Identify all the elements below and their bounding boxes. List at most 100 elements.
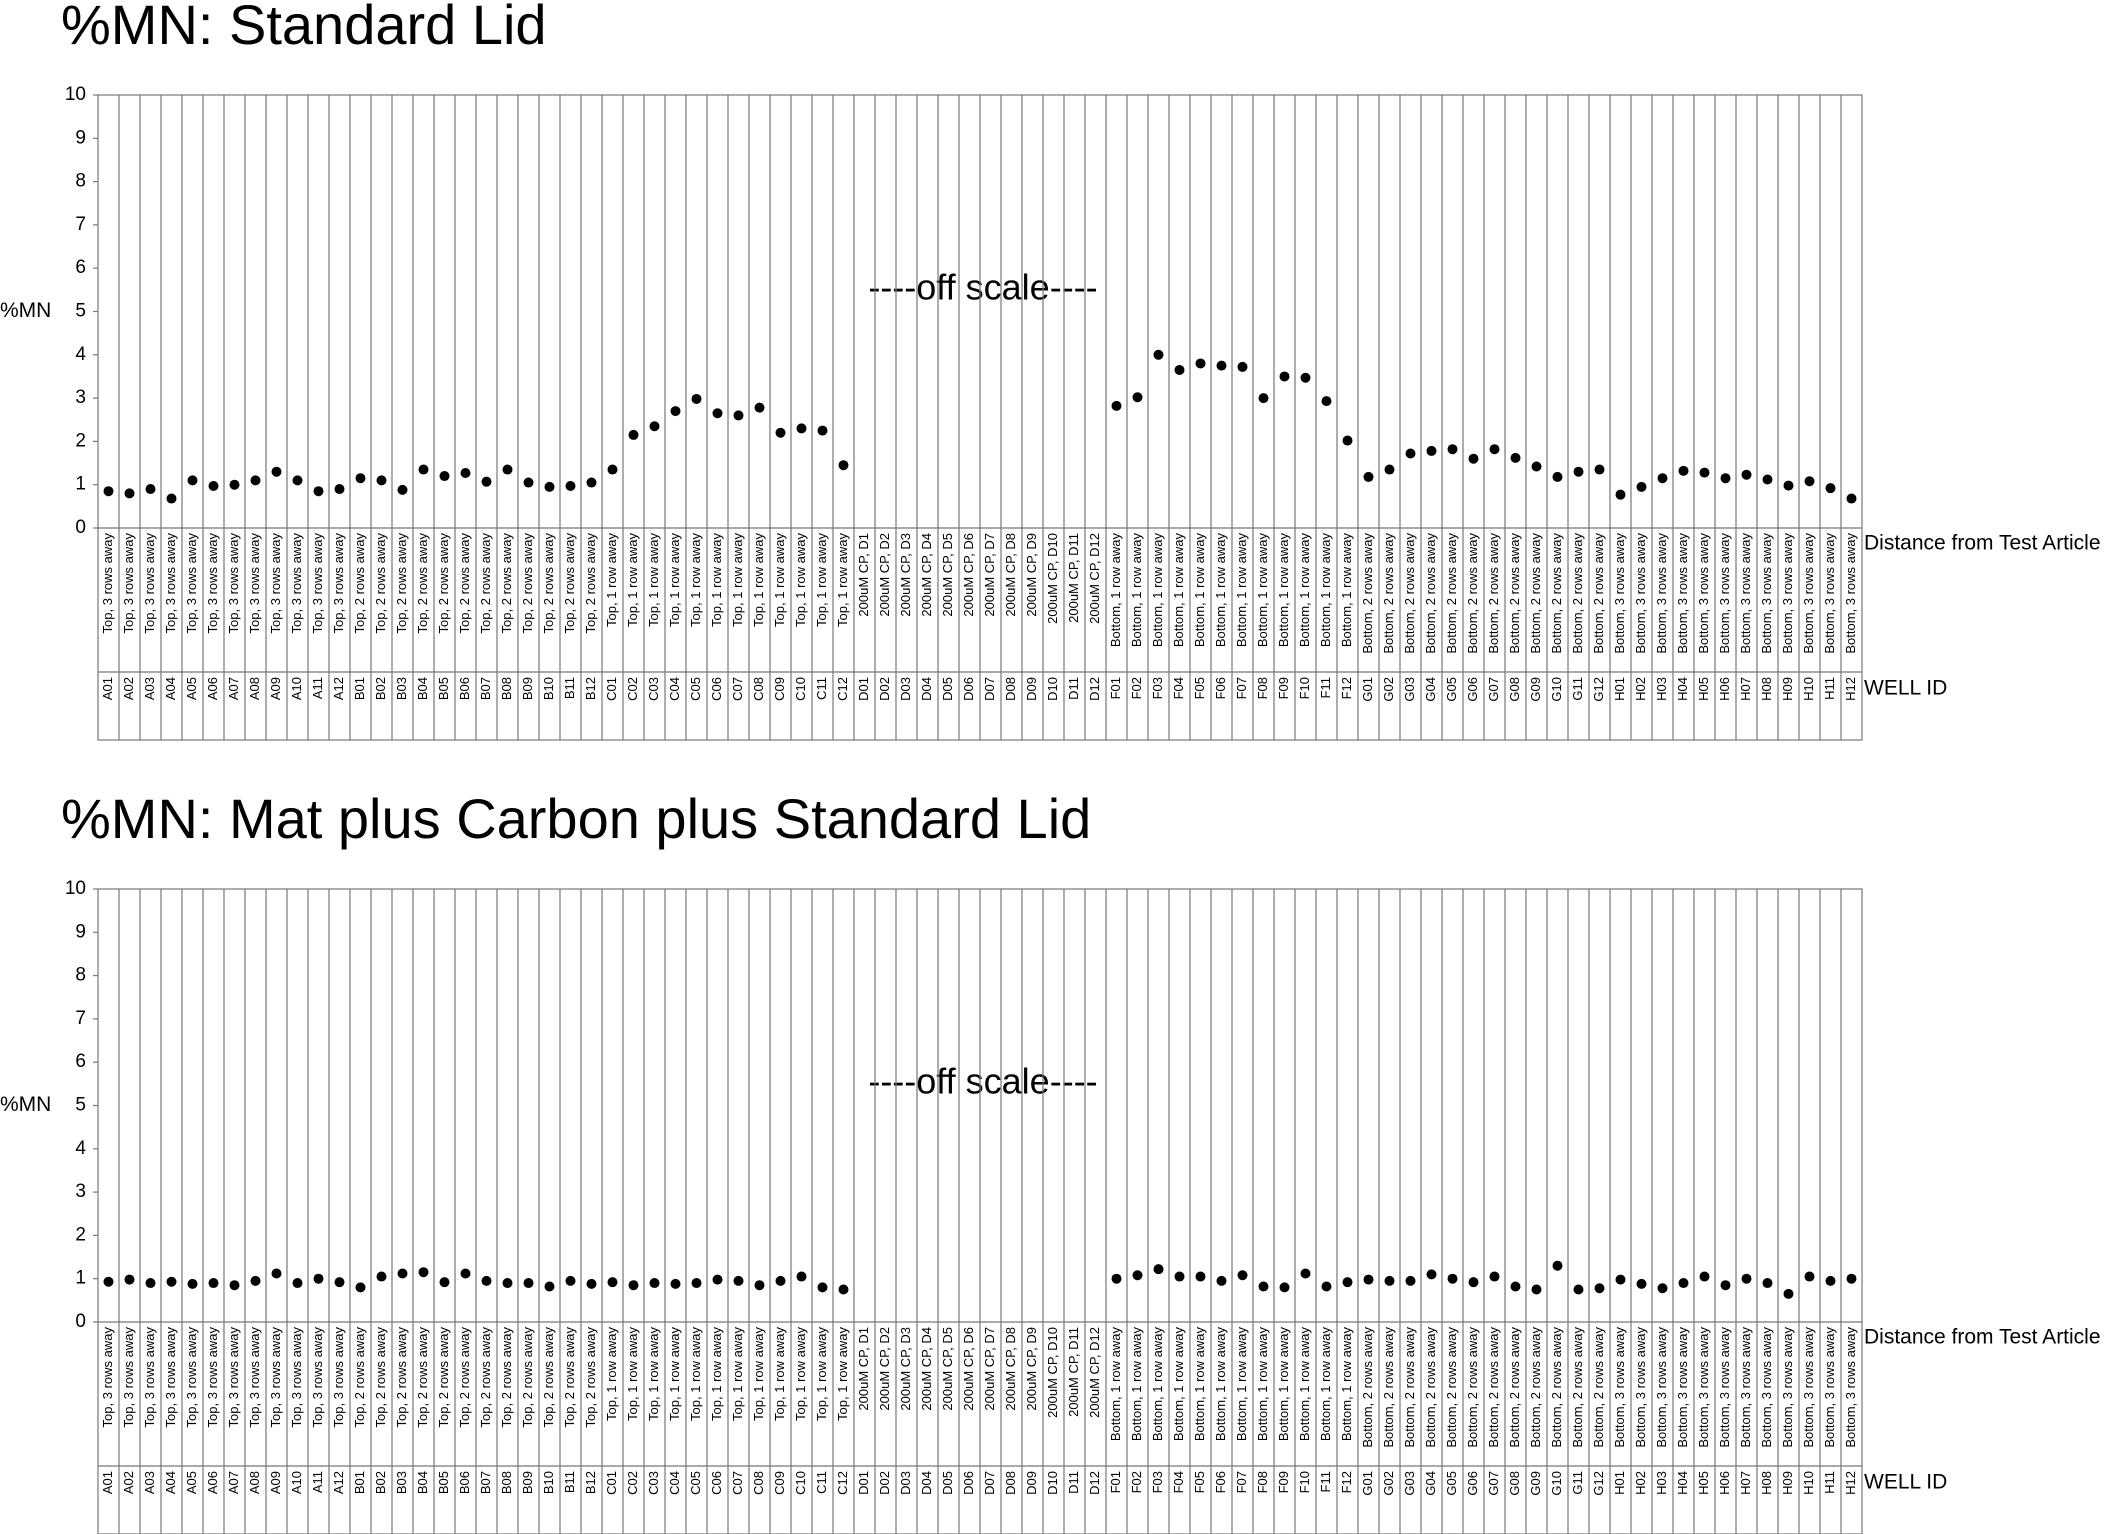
distance-label: Top, 2 rows away: [583, 1327, 598, 1428]
data-point: [1153, 1264, 1164, 1275]
distance-label: Top, 1 row away: [625, 1327, 640, 1421]
x-tick-label: H01: [1612, 677, 1627, 701]
data-point: [1552, 471, 1563, 482]
distance-label: Top, 2 rows away: [373, 1327, 388, 1428]
x-tick-label: B06: [457, 677, 472, 700]
x-tick-label: B11: [562, 677, 577, 699]
distance-label: Top, 3 rows away: [226, 1327, 241, 1428]
x-tick-label: D02: [877, 677, 892, 701]
x-tick-label: D10: [1045, 1471, 1060, 1495]
data-point: [1363, 1274, 1374, 1285]
y-tick-label: 0: [75, 517, 86, 538]
data-point: [1825, 483, 1836, 494]
data-point: [628, 1280, 639, 1291]
x-tick-label: C04: [667, 1471, 682, 1495]
x-tick-label: F10: [1297, 1471, 1312, 1493]
distance-label: Bottom, 1 row away: [1255, 1327, 1270, 1442]
x-tick-label: G01: [1360, 1471, 1375, 1496]
distance-label: Bottom, 1 row away: [1129, 533, 1144, 648]
data-point: [1426, 445, 1437, 456]
distance-label: 200uM CP, D4: [919, 1327, 934, 1411]
x-tick-label: C03: [646, 677, 661, 701]
x-tick-label: B05: [436, 677, 451, 700]
data-point: [124, 488, 135, 499]
x-tick-label: A07: [226, 1471, 241, 1494]
data-point: [292, 475, 303, 486]
data-point: [1531, 461, 1542, 472]
distance-label: Top, 3 rows away: [289, 1327, 304, 1428]
x-tick-label: F09: [1276, 1471, 1291, 1493]
distance-label: Top, 2 rows away: [457, 533, 472, 634]
distance-label: Bottom, 2 rows away: [1402, 1327, 1417, 1448]
x-tick-label: F06: [1213, 1471, 1228, 1493]
data-point: [733, 1275, 744, 1286]
data-point: [187, 475, 198, 486]
distance-label: 200uM CP, D11: [1066, 1327, 1081, 1417]
distance-label: Top, 2 rows away: [478, 533, 493, 634]
x-tick-label: A11: [310, 1471, 325, 1493]
distance-label: Bottom, 2 rows away: [1549, 533, 1564, 654]
data-point: [544, 1281, 555, 1292]
y-tick-label: 0: [75, 1311, 86, 1332]
x-tick-label: A04: [163, 1471, 178, 1494]
x-tick-label: D08: [1003, 677, 1018, 701]
x-tick-label: H09: [1780, 677, 1795, 701]
x-tick-label: H05: [1696, 677, 1711, 701]
x-tick-label: D09: [1024, 677, 1039, 701]
data-point: [250, 475, 261, 486]
distance-label: 200uM CP, D9: [1024, 533, 1039, 617]
data-point: [397, 1268, 408, 1279]
data-point: [1510, 1281, 1521, 1292]
x-tick-label: B10: [541, 677, 556, 700]
distance-label: Top, 3 rows away: [184, 533, 199, 634]
data-point: [838, 1284, 849, 1295]
data-point: [1237, 361, 1248, 372]
x-tick-label: G03: [1402, 1471, 1417, 1496]
data-point: [166, 493, 177, 504]
x-tick-label: G11: [1570, 677, 1585, 701]
data-point: [1804, 1271, 1815, 1282]
data-point: [145, 484, 156, 495]
distance-label: Top, 3 rows away: [205, 1327, 220, 1428]
y-axis-label: %MN: [0, 299, 51, 322]
data-point: [1594, 1283, 1605, 1294]
distance-label: Top, 3 rows away: [247, 1327, 262, 1428]
x-tick-label: G09: [1528, 677, 1543, 702]
distance-label: Top, 1 row away: [814, 533, 829, 627]
x-tick-label: F11: [1318, 677, 1333, 698]
x-tick-label: D05: [940, 1471, 955, 1495]
data-point: [565, 1275, 576, 1286]
distance-label: Top, 3 rows away: [184, 1327, 199, 1428]
x-tick-label: A09: [268, 677, 283, 700]
distance-label: 200uM CP, D3: [898, 533, 913, 617]
data-point: [187, 1278, 198, 1289]
distance-label: Top, 1 row away: [625, 533, 640, 627]
x-tick-label: F01: [1108, 1471, 1123, 1493]
data-point: [544, 481, 555, 492]
distance-label: Top, 3 rows away: [163, 1327, 178, 1428]
data-point: [1594, 464, 1605, 475]
y-tick-label: 8: [75, 171, 86, 192]
distance-label: Bottom, 1 row away: [1339, 533, 1354, 648]
y-tick-label: 2: [75, 430, 86, 451]
distance-label: Top, 2 rows away: [352, 533, 367, 634]
data-point: [1384, 1275, 1395, 1286]
chart-title: %MN: Mat plus Carbon plus Standard Lid: [61, 787, 1091, 850]
x-tick-label: B07: [478, 677, 493, 700]
distance-label: Bottom, 1 row away: [1150, 1327, 1165, 1442]
data-point: [1111, 1273, 1122, 1284]
data-point: [1678, 465, 1689, 476]
x-tick-label: G05: [1444, 1471, 1459, 1496]
distance-label: Top, 3 rows away: [142, 1327, 157, 1428]
x-tick-label: G02: [1381, 677, 1396, 702]
data-point: [1468, 1277, 1479, 1288]
distance-label: 200uM CP, D12: [1087, 1327, 1102, 1418]
distance-label: Bottom, 2 rows away: [1486, 1327, 1501, 1448]
x-tick-label: F12: [1339, 677, 1354, 699]
x-tick-label: D11: [1066, 1471, 1081, 1494]
distance-label: Bottom, 3 rows away: [1759, 533, 1774, 654]
distance-label: Top, 1 row away: [646, 533, 661, 627]
y-tick-label: 7: [75, 214, 86, 235]
x-tick-label: B07: [478, 1471, 493, 1494]
x-tick-label: G04: [1423, 677, 1438, 702]
